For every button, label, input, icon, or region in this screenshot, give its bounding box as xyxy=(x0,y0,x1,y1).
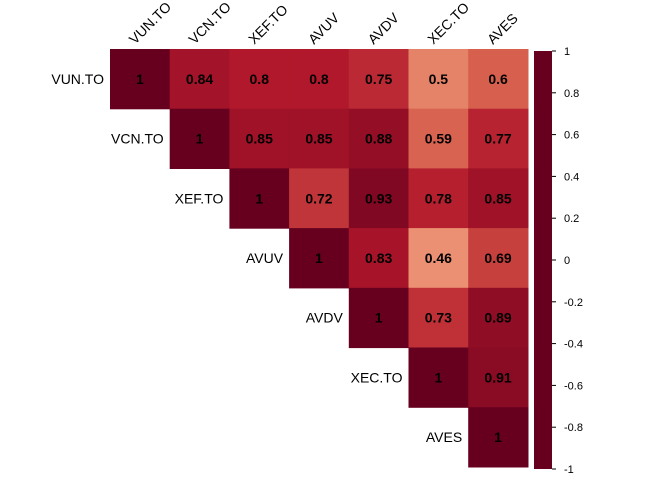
row-label: XEF.TO xyxy=(175,190,224,206)
cell-value: 0.83 xyxy=(365,250,392,266)
cell-value: 0.78 xyxy=(425,190,452,206)
heatmap-cell xyxy=(468,108,529,169)
colorbar-tick-label: 0.8 xyxy=(564,88,579,100)
cell-value: 0.59 xyxy=(425,131,452,147)
cell-value: 0.73 xyxy=(425,310,452,326)
colorbar-gradient xyxy=(534,51,552,469)
row-label: VUN.TO xyxy=(51,71,104,87)
heatmap-cell xyxy=(408,287,469,349)
heatmap-cell xyxy=(348,287,410,349)
heatmap-cell xyxy=(348,168,410,229)
cell-value: 0.85 xyxy=(484,190,511,206)
heatmap-cell xyxy=(468,228,529,289)
column-label: XEF.TO xyxy=(245,1,291,47)
heatmap-cell xyxy=(229,108,290,169)
cell-value: 1 xyxy=(196,131,204,147)
cell-value: 0.6 xyxy=(488,71,508,87)
cell-value: 0.72 xyxy=(305,190,332,206)
heatmap-cell xyxy=(229,168,290,229)
colorbar: 1 0.8 0.6 0.4 0.2 0 -0.2 -0.4 -0.6 -0.8 -1 xyxy=(534,46,583,476)
row-label: VCN.TO xyxy=(111,131,164,147)
cell-value: 1 xyxy=(494,429,502,445)
heatmap-cell xyxy=(169,49,230,110)
colorbar-tick-label: -0.2 xyxy=(564,297,583,309)
heatmap-cell xyxy=(289,228,350,289)
heatmap-cell xyxy=(408,168,469,229)
heatmap-cell xyxy=(408,347,469,408)
column-label: XEC.TO xyxy=(424,0,472,47)
cell-value: 0.93 xyxy=(365,190,392,206)
heatmap-cell xyxy=(348,108,410,169)
cell-value: 0.75 xyxy=(365,71,392,87)
cell-value: 0.91 xyxy=(484,369,511,385)
cell-value: 1 xyxy=(434,369,442,385)
row-label: AVES xyxy=(426,429,462,445)
colorbar-tick-label: 0.6 xyxy=(564,130,579,142)
heatmap-cell xyxy=(408,49,469,110)
cell-value: 0.89 xyxy=(484,310,511,326)
cell-value: 0.8 xyxy=(309,71,329,87)
heatmap-cell xyxy=(169,108,230,169)
row-labels: VUN.TO VCN.TO XEF.TO AVUV AVDV XEC.TO AVES xyxy=(51,71,462,445)
colorbar-tick-label: 0 xyxy=(564,255,570,267)
cell-value: 0.5 xyxy=(429,71,449,87)
heatmap-cell xyxy=(468,347,529,408)
colorbar-tick-label: -1 xyxy=(564,464,574,476)
column-label: VUN.TO xyxy=(126,0,175,47)
heatmap-cell xyxy=(348,49,410,110)
heatmap-cell xyxy=(468,168,529,229)
cell-value: 0.85 xyxy=(246,131,273,147)
cell-value: 0.85 xyxy=(305,131,332,147)
heatmap-cell xyxy=(408,108,469,169)
cell-value: 0.77 xyxy=(484,131,511,147)
column-labels: VUN.TO VCN.TO XEF.TO AVUV AVDV XEC.TO AVES xyxy=(126,0,521,47)
colorbar-tick-label: 1 xyxy=(564,46,570,58)
row-label: AVDV xyxy=(306,310,344,326)
heatmap-cell xyxy=(289,108,350,169)
heatmap-cell xyxy=(468,407,529,468)
column-label: AVDV xyxy=(364,9,402,47)
row-label: AVUV xyxy=(246,250,284,266)
colorbar-tick-label: 0.4 xyxy=(564,171,579,183)
column-label: AVES xyxy=(484,10,521,47)
cell-value: 1 xyxy=(255,190,263,206)
colorbar-tick-label: -0.8 xyxy=(564,422,583,434)
heatmap-cell xyxy=(408,228,469,289)
heatmap-cells xyxy=(110,49,529,468)
heatmap-cell xyxy=(468,49,529,110)
heatmap-cell xyxy=(110,49,171,110)
heatmap-cell xyxy=(289,49,350,110)
colorbar-tick-label: -0.6 xyxy=(564,380,583,392)
cell-value: 1 xyxy=(136,71,144,87)
cell-value: 0.46 xyxy=(425,250,452,266)
cell-value: 1 xyxy=(315,250,323,266)
cell-value: 0.8 xyxy=(250,71,270,87)
cell-value: 0.84 xyxy=(186,71,213,87)
cell-value: 0.88 xyxy=(365,131,392,147)
cell-value: 0.69 xyxy=(484,250,511,266)
row-label: XEC.TO xyxy=(351,369,403,385)
column-label: AVUV xyxy=(305,9,343,47)
cell-value-labels: 1 0.84 0.8 0.8 0.75 0.5 0.6 1 0.85 0.85 0.88 0.59 0.… xyxy=(136,71,512,445)
heatmap-cell xyxy=(468,287,529,349)
heatmap-cell xyxy=(348,228,410,289)
column-label: VCN.TO xyxy=(185,0,234,47)
cell-value: 1 xyxy=(375,310,383,326)
colorbar-ticks: 1 0.8 0.6 0.4 0.2 0 -0.2 -0.4 -0.6 -0.8 -1 xyxy=(552,46,583,476)
colorbar-tick-label: 0.2 xyxy=(564,213,579,225)
colorbar-tick-label: -0.4 xyxy=(564,339,583,351)
heatmap-cell xyxy=(229,49,290,110)
heatmap-cell xyxy=(289,168,350,229)
